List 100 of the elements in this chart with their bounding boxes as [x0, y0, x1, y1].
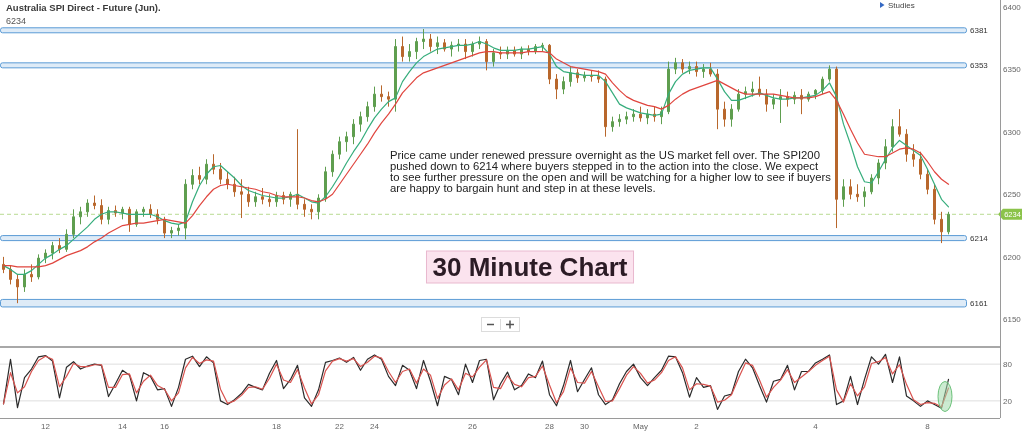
annotation: 30 Minute Chart [432, 252, 628, 282]
candlestick [387, 91, 390, 108]
candlestick [296, 128, 299, 210]
candlestick [359, 111, 362, 133]
candlestick [352, 118, 355, 145]
candlestick [947, 211, 950, 235]
annotation: Studies [888, 0, 915, 10]
candlestick [772, 93, 775, 110]
candlestick [723, 101, 726, 128]
candlestick [940, 211, 943, 244]
x-tick-label: 4 [813, 421, 819, 431]
y-tick-label: 6250 [1003, 189, 1022, 199]
x-tick-label: 2 [694, 421, 700, 431]
candlestick [730, 103, 733, 128]
candlestick [72, 208, 75, 239]
candlestick [632, 108, 635, 123]
candlestick [541, 42, 544, 53]
candlestick [814, 88, 817, 100]
candlestick [86, 198, 89, 218]
candlestick [240, 178, 243, 219]
candlestick [233, 176, 236, 198]
candlestick [639, 106, 642, 123]
candlestick [667, 61, 670, 115]
band-label: 6381 [970, 25, 989, 35]
candlestick [184, 178, 187, 240]
candlestick [121, 206, 124, 220]
x-tick-label: 26 [468, 421, 478, 431]
y-tick-label: 6300 [1003, 127, 1022, 137]
candlestick [324, 166, 327, 203]
candlestick [93, 195, 96, 210]
candlestick [401, 36, 404, 63]
candlestick [933, 183, 936, 225]
candlestick [303, 198, 306, 218]
candlestick [569, 66, 572, 88]
candlestick [394, 38, 397, 113]
x-tick-label: 30 [580, 421, 590, 431]
candlestick [30, 263, 33, 283]
candlestick [737, 88, 740, 113]
candlestick [107, 206, 110, 225]
candlestick [919, 151, 922, 180]
candlestick [842, 178, 845, 208]
candlestick [457, 38, 460, 53]
candlestick [912, 143, 915, 168]
candlestick [191, 168, 194, 190]
candlestick [716, 68, 719, 130]
candlestick [828, 64, 831, 83]
candlestick [891, 118, 894, 153]
candlestick [471, 41, 474, 58]
candlestick [219, 162, 222, 185]
candlestick [926, 168, 929, 195]
candlestick [65, 228, 68, 253]
candlestick [226, 171, 229, 190]
x-tick-label: 12 [41, 421, 51, 431]
band-label: 6161 [970, 298, 989, 308]
candlestick [149, 203, 152, 219]
x-tick-label: 8 [925, 421, 931, 431]
candlestick [485, 38, 488, 71]
candlestick [345, 131, 348, 153]
candlestick [429, 33, 432, 53]
y-tick-label: 80 [1003, 359, 1013, 369]
candlestick [443, 38, 446, 53]
x-tick-label: 24 [370, 421, 380, 431]
x-tick-label: 18 [272, 421, 282, 431]
candlestick [499, 46, 502, 60]
x-tick-label: 14 [118, 421, 128, 431]
band-label: 6353 [970, 60, 989, 70]
candlestick [9, 265, 12, 285]
candlestick [254, 191, 257, 208]
candlestick [611, 116, 614, 133]
text: 6234 [6, 16, 27, 26]
x-tick-label: 28 [545, 421, 555, 431]
candlestick [205, 158, 208, 185]
candlestick [128, 206, 131, 233]
candlestick [23, 268, 26, 293]
x-tick-label: 22 [335, 421, 345, 431]
y-tick-label: 6150 [1003, 314, 1022, 324]
candlestick [856, 183, 859, 203]
candlestick [653, 106, 656, 123]
candlestick [373, 86, 376, 113]
candlestick [555, 73, 558, 100]
candlestick [436, 36, 439, 55]
candlestick [604, 76, 607, 138]
candlestick [863, 186, 866, 208]
candlestick [702, 63, 705, 79]
candlestick [51, 241, 54, 260]
candlestick [58, 237, 61, 254]
candlestick [44, 248, 47, 264]
candlestick [289, 191, 292, 208]
candlestick [835, 66, 838, 229]
candlestick [142, 206, 145, 218]
candlestick [100, 198, 103, 225]
candlestick [492, 48, 495, 68]
y-tick-label: 6350 [1003, 64, 1022, 74]
candlestick [331, 149, 334, 178]
candlestick [198, 166, 201, 185]
x-tick-label: 16 [160, 421, 170, 431]
candlestick [597, 69, 600, 84]
candlestick [310, 203, 313, 220]
candlestick [849, 178, 852, 200]
candlestick [688, 61, 691, 75]
